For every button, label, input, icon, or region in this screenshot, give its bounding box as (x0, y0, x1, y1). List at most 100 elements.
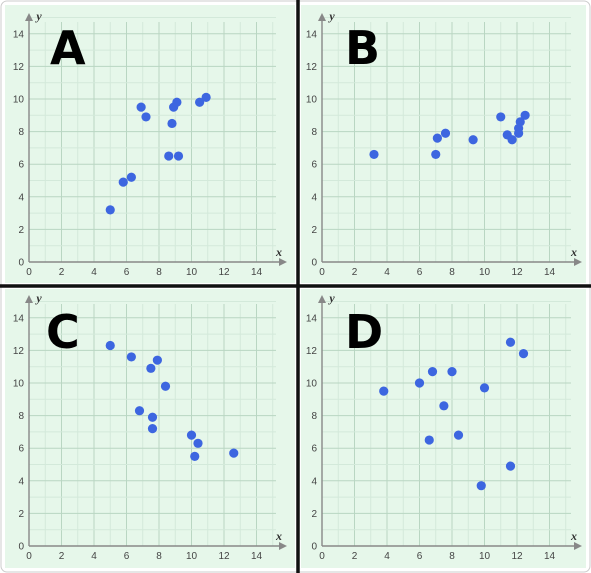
data-point (447, 366, 457, 377)
panel-d: 0 2 4 6 8 10 12 14 2 4 6 8 10 12 14 0 x yD (301, 289, 586, 568)
x-axis-arrow (574, 258, 582, 266)
y-tick-label: 12 (306, 62, 318, 73)
y-axis-label: y (327, 9, 335, 23)
data-point (167, 118, 177, 129)
data-point (136, 102, 146, 112)
panel-label: D (345, 305, 383, 359)
data-point (193, 438, 203, 448)
data-point (172, 97, 182, 107)
data-point (126, 172, 136, 182)
y-tick-label: 14 (306, 313, 318, 324)
x-tick-label: 6 (417, 267, 423, 278)
data-point (201, 92, 211, 102)
plot-background (301, 289, 586, 568)
data-point (118, 177, 128, 187)
data-point (147, 424, 158, 434)
data-point (505, 337, 516, 347)
data-point (440, 128, 451, 138)
y-axis-label: y (34, 9, 42, 23)
data-point (518, 349, 529, 359)
x-axis-arrow (279, 258, 287, 266)
data-point (147, 412, 158, 422)
data-point (152, 355, 162, 365)
y-tick-label: 2 (311, 509, 317, 520)
y-tick-label: 0 (18, 542, 24, 553)
x-tick-label: 6 (124, 267, 130, 278)
data-point (134, 406, 145, 416)
x-tick-label: 2 (352, 267, 358, 278)
panel-a: 0 2 4 6 8 10 12 14 2 4 6 8 10 12 14 0 x yA (5, 5, 295, 283)
x-axis-label: x (570, 245, 577, 259)
data-point (432, 133, 442, 143)
y-tick-label: 4 (18, 192, 24, 203)
data-point (431, 149, 441, 160)
panel-c: 0 2 4 6 8 10 12 14 2 4 6 8 10 12 14 0 x yC (5, 289, 295, 568)
y-tick-label: 10 (306, 95, 318, 106)
x-tick-label: 2 (59, 267, 65, 278)
plot-background (301, 5, 586, 283)
x-tick-label: 4 (91, 267, 97, 278)
y-tick-label: 14 (13, 29, 25, 40)
x-tick-label: 14 (544, 267, 556, 278)
data-point (164, 151, 174, 161)
x-tick-label: 14 (544, 551, 556, 562)
x-tick-label: 14 (251, 551, 263, 562)
x-tick-label: 10 (479, 267, 491, 278)
y-tick-label: 10 (306, 379, 318, 390)
x-tick-label: 10 (479, 551, 491, 562)
data-point (186, 430, 197, 440)
data-point (190, 451, 200, 461)
x-tick-label: 12 (511, 551, 523, 562)
data-point (505, 461, 516, 471)
data-point (105, 340, 115, 351)
data-point (496, 112, 506, 122)
y-tick-label: 8 (18, 127, 24, 138)
y-axis-arrow (25, 295, 33, 303)
y-tick-label: 14 (13, 313, 25, 324)
x-tick-label: 10 (186, 551, 198, 562)
data-point (379, 386, 389, 396)
y-tick-label: 14 (306, 29, 318, 40)
data-point (369, 149, 379, 160)
x-tick-label: 4 (91, 551, 97, 562)
y-tick-label: 12 (306, 346, 318, 357)
y-tick-label: 8 (311, 411, 317, 422)
x-tick-label: 14 (251, 267, 263, 278)
y-tick-label: 12 (13, 62, 25, 73)
y-tick-label: 12 (13, 346, 25, 357)
data-point (427, 366, 438, 377)
data-point (146, 363, 156, 373)
data-point (468, 135, 478, 145)
x-tick-label: 8 (156, 267, 162, 278)
x-tick-label: 2 (352, 551, 358, 562)
y-tick-label: 2 (18, 225, 24, 236)
x-tick-label: 2 (59, 551, 65, 562)
panel-label: C (46, 305, 80, 359)
data-point (520, 110, 530, 120)
data-point (424, 435, 434, 445)
y-tick-label: 10 (13, 95, 25, 106)
x-tick-label: 0 (26, 267, 32, 278)
data-point (229, 448, 239, 458)
data-point (414, 378, 425, 388)
y-tick-label: 6 (311, 160, 317, 171)
data-point (507, 135, 517, 145)
data-point (141, 112, 151, 122)
y-tick-label: 2 (18, 509, 24, 520)
data-point (160, 381, 171, 391)
data-point (195, 97, 205, 107)
x-axis-label: x (275, 245, 282, 259)
x-axis-label: x (570, 529, 577, 543)
x-tick-label: 6 (417, 551, 423, 562)
y-axis-label: y (327, 291, 335, 305)
x-tick-label: 12 (218, 551, 230, 562)
y-tick-label: 4 (18, 476, 24, 487)
panel-label: A (50, 21, 86, 75)
x-axis-arrow (574, 542, 582, 550)
y-tick-label: 6 (311, 444, 317, 455)
y-tick-label: 10 (13, 379, 25, 390)
y-tick-label: 6 (18, 160, 24, 171)
x-tick-label: 0 (319, 267, 325, 278)
y-tick-label: 0 (18, 258, 24, 269)
